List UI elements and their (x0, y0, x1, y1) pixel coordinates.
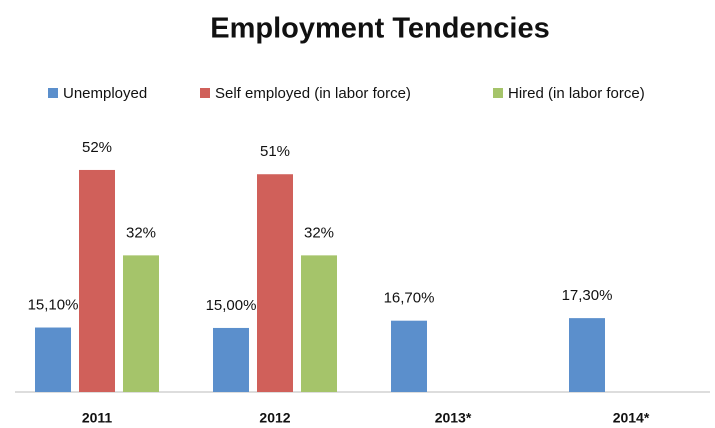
x-tick-label: 2013* (435, 410, 472, 426)
bar (257, 174, 293, 392)
legend-label: Self employed (in labor force) (215, 85, 411, 102)
data-label: 15,10% (28, 296, 79, 313)
legend-swatch (493, 88, 503, 98)
bar (79, 169, 115, 392)
x-tick-label: 2012 (259, 410, 290, 426)
legend-label: Unemployed (63, 85, 147, 102)
data-label: 17,30% (562, 287, 613, 304)
data-label: 51% (260, 143, 290, 160)
data-label: 15,00% (206, 297, 257, 314)
x-tick-label: 2011 (82, 410, 113, 426)
bar (569, 318, 605, 392)
bar (213, 327, 249, 392)
legend-swatch (200, 88, 210, 98)
bar (35, 327, 71, 392)
data-label: 16,70% (384, 290, 435, 307)
chart-title: Employment Tendencies (210, 13, 550, 45)
data-label: 52% (82, 139, 112, 156)
legend-swatch (48, 88, 58, 98)
bar (391, 320, 427, 392)
bar (123, 255, 159, 392)
data-label: 32% (126, 224, 156, 241)
x-tick-label: 2014* (613, 410, 650, 426)
data-label: 32% (304, 224, 334, 241)
legend-label: Hired (in labor force) (508, 85, 645, 102)
bar (301, 255, 337, 392)
